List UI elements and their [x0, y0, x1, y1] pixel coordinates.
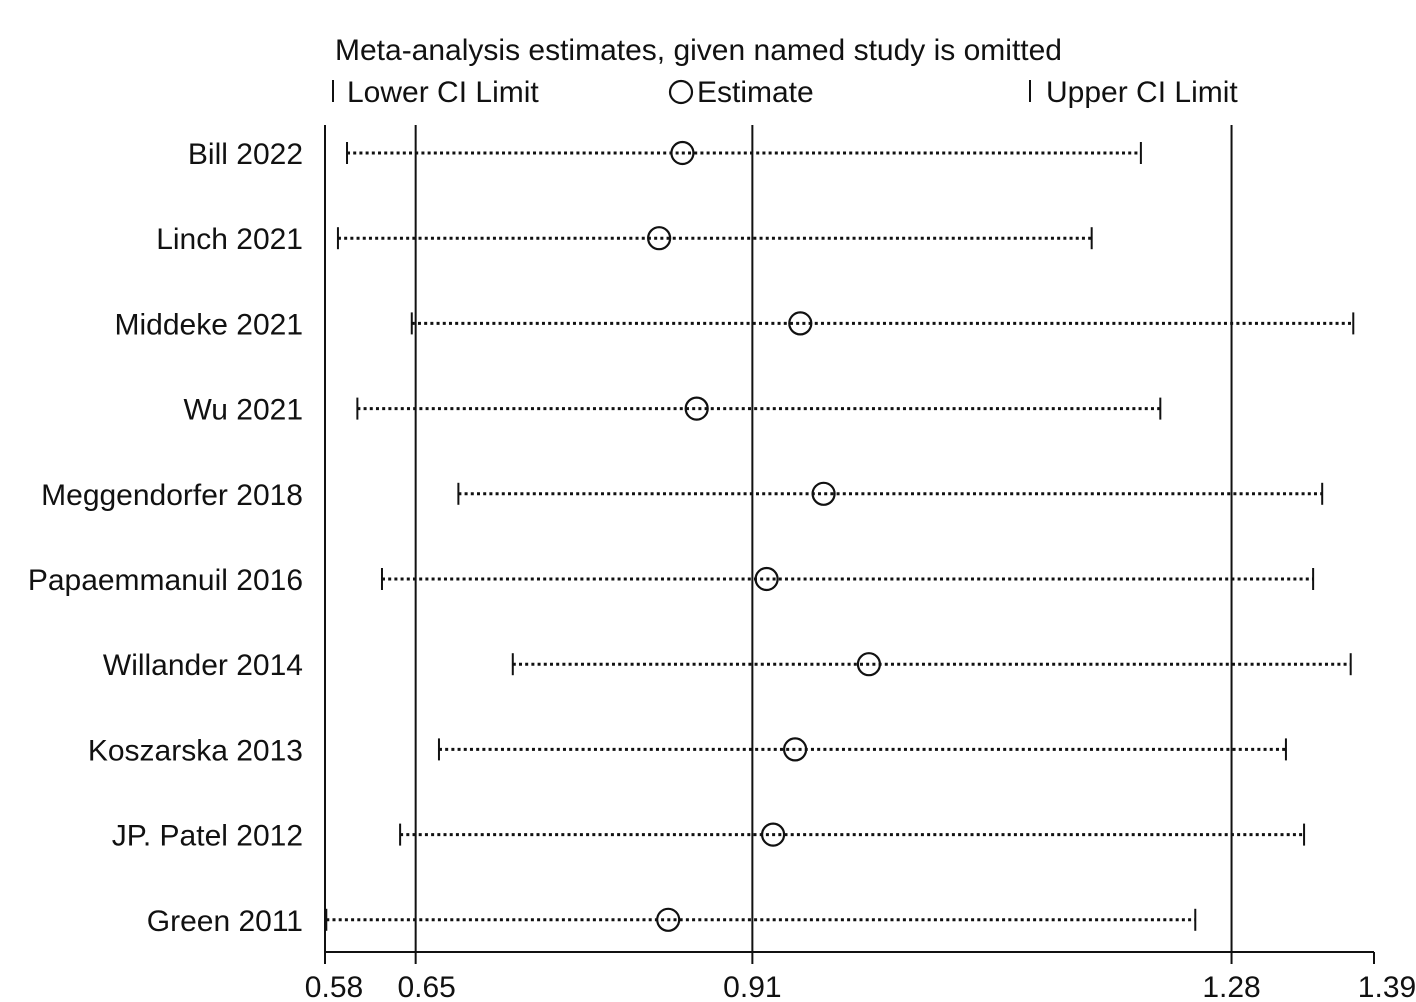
study-row: Linch 2021 [156, 223, 1093, 256]
legend-estimate-label: Estimate [697, 76, 814, 109]
reference-lines [324, 125, 1233, 952]
estimate-point [647, 226, 672, 251]
estimate-point [783, 737, 808, 762]
study-label: Linch 2021 [156, 223, 303, 256]
study-label: JP. Patel 2012 [112, 820, 303, 853]
study-row: JP. Patel 2012 [112, 820, 1306, 853]
estimate-point [856, 652, 882, 677]
study-row: Green 2011 [147, 905, 1197, 938]
estimate-point [760, 822, 786, 847]
study-rows: Bill 2022 Linch 2021 Middeke 2021 Wu 2021 Me… [28, 138, 1355, 938]
study-row: Koszarska 2013 [88, 734, 1287, 767]
study-label: Middeke 2021 [115, 308, 303, 341]
study-row: Meggendorfer 2018 [41, 479, 1324, 512]
legend-upper-label: Upper CI Limit [1046, 76, 1238, 109]
x-tick-label: 0.65 [397, 971, 455, 1002]
x-tick-label: 1.39 [1358, 971, 1416, 1002]
study-row: Bill 2022 [188, 138, 1142, 171]
estimate-point [754, 566, 779, 592]
estimate-point [656, 907, 681, 932]
study-label: Willander 2014 [103, 649, 303, 682]
study-label: Meggendorfer 2018 [41, 479, 303, 512]
estimate-point [788, 311, 813, 336]
chart-title: Meta-analysis estimates, given named stu… [335, 34, 1062, 67]
study-label: Green 2011 [147, 905, 303, 938]
legend-lower-label: Lower CI Limit [347, 76, 539, 109]
study-label: Bill 2022 [188, 138, 303, 171]
legend: Lower CI Limit Estimate Upper CI Limit [332, 76, 1238, 109]
estimate-point [811, 481, 836, 506]
legend-estimate-marker [668, 79, 694, 105]
x-tick-label: 0.58 [305, 971, 363, 1002]
study-label: Wu 2021 [183, 394, 303, 427]
study-label: Koszarska 2013 [88, 734, 303, 767]
study-row: Wu 2021 [183, 394, 1162, 427]
study-row: Willander 2014 [103, 649, 1352, 682]
x-axis-ticks: 0.58 0.65 0.91 1.28 1.39 [305, 952, 1416, 1002]
study-label: Papaemmanuil 2016 [28, 564, 303, 597]
estimate-point [670, 140, 695, 166]
x-tick-label: 0.91 [723, 971, 781, 1002]
study-row: Middeke 2021 [115, 308, 1355, 341]
study-row: Papaemmanuil 2016 [28, 564, 1315, 597]
estimate-point [684, 396, 709, 421]
x-tick-label: 1.28 [1202, 971, 1260, 1002]
